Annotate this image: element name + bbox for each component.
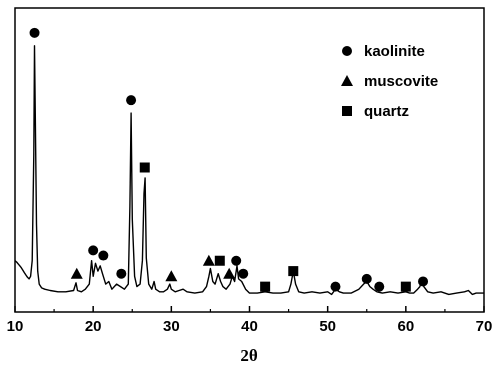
legend-label: muscovite	[364, 73, 438, 90]
x-axis-label: 2θ	[240, 346, 258, 365]
kaolinite-peak-marker	[29, 27, 40, 38]
legend-square-icon	[342, 106, 352, 116]
kaolinite-peak-marker	[231, 255, 242, 266]
kaolinite-peak-marker	[88, 245, 99, 256]
muscovite-peak-marker	[70, 267, 83, 279]
quartz-peak-marker	[288, 266, 299, 277]
x-axis: 10 20 30 40 50 60 70	[7, 306, 493, 335]
xrd-pattern-line	[14, 45, 484, 296]
quartz-peak-marker	[139, 162, 150, 173]
legend: kaolinite muscovite quartz	[341, 43, 438, 120]
x-tick-label: 30	[163, 318, 180, 335]
quartz-peak-marker	[214, 255, 225, 266]
muscovite-peak-marker	[165, 270, 178, 282]
legend-entry-muscovite: muscovite	[341, 73, 438, 90]
marker-layer	[29, 27, 429, 292]
x-tick-label: 10	[7, 318, 24, 335]
x-tick-label: 70	[476, 318, 493, 335]
legend-triangle-icon	[341, 75, 353, 86]
muscovite-peak-marker	[202, 254, 215, 266]
kaolinite-peak-marker	[374, 281, 385, 292]
kaolinite-peak-marker	[98, 250, 109, 261]
kaolinite-peak-marker	[126, 95, 137, 106]
kaolinite-peak-marker	[361, 273, 372, 284]
x-tick-label: 20	[85, 318, 102, 335]
kaolinite-peak-marker	[238, 268, 249, 279]
x-tick-label: 60	[397, 318, 414, 335]
legend-entry-quartz: quartz	[342, 103, 409, 120]
x-tick-label: 50	[319, 318, 336, 335]
kaolinite-peak-marker	[418, 276, 429, 287]
quartz-peak-marker	[400, 281, 411, 292]
legend-label: kaolinite	[364, 43, 425, 60]
kaolinite-peak-marker	[330, 281, 341, 292]
kaolinite-peak-marker	[116, 268, 127, 279]
x-tick-label: 40	[241, 318, 258, 335]
series-layer	[14, 45, 484, 296]
quartz-peak-marker	[260, 281, 271, 292]
legend-label: quartz	[364, 103, 409, 120]
legend-entry-kaolinite: kaolinite	[342, 43, 425, 60]
muscovite-peak-marker	[223, 267, 236, 279]
legend-circle-icon	[342, 46, 352, 56]
